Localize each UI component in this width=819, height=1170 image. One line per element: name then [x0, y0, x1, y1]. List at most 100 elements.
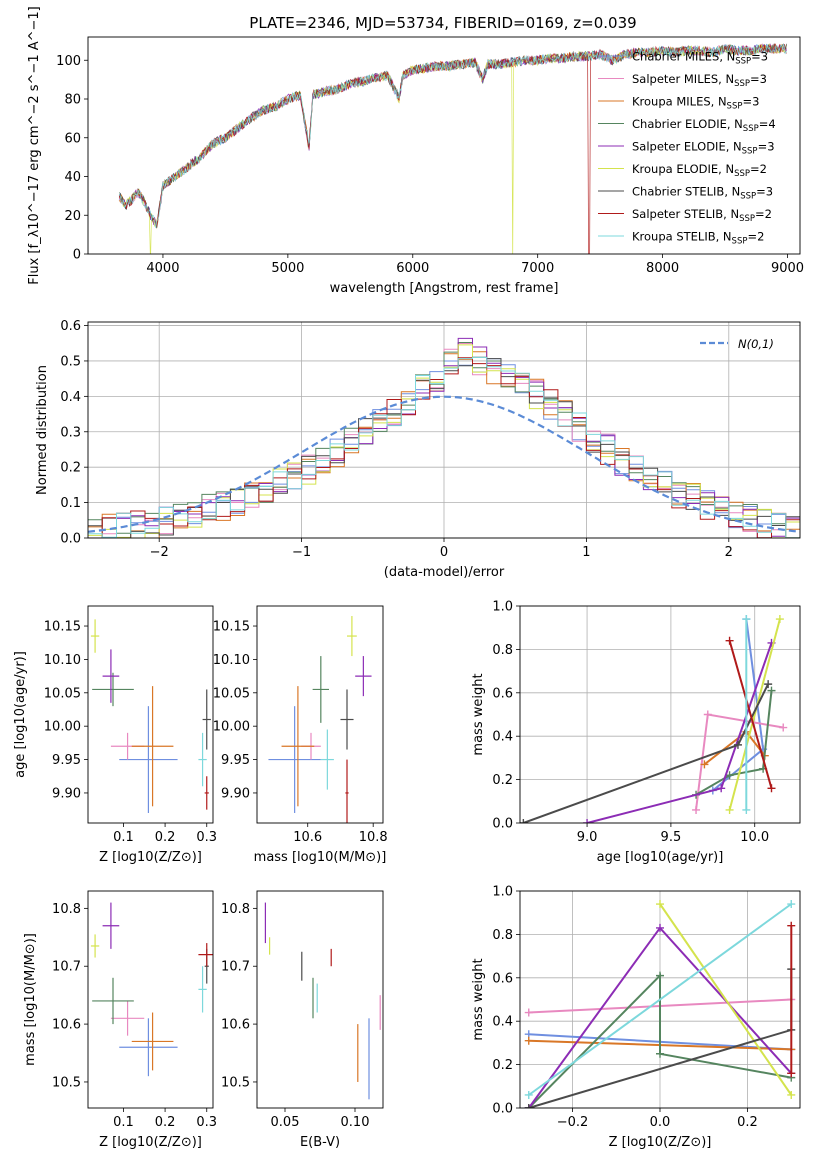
y-tick-label: 10.05	[44, 686, 81, 701]
x-tick-label: 0.3	[196, 1115, 217, 1130]
plot-area	[90, 619, 211, 813]
y-tick-label: 10.5	[52, 1075, 81, 1090]
y-axis-label: mass weight	[471, 958, 486, 1040]
weight-marker	[767, 784, 776, 793]
weight-marker	[733, 740, 742, 749]
normal-curve	[88, 395, 800, 533]
legend-entry: N(0,1)	[738, 337, 774, 351]
x-tick-label: 0.0	[650, 1115, 671, 1130]
weight-line	[659, 903, 793, 1096]
y-tick-label: 0.5	[60, 354, 81, 369]
legend-entry: Chabrier MILES, NSSP=3	[632, 50, 768, 67]
y-tick-label: 10.10	[213, 653, 250, 668]
weight-marker	[656, 1049, 664, 1058]
y-tick-label: 0.0	[492, 1102, 513, 1117]
y-tick-label: 1.0	[492, 600, 513, 615]
x-tick-label: 0.10	[341, 1115, 370, 1130]
legend-entry: Chabrier STELIB, NSSP=3	[632, 185, 773, 202]
weight-marker	[775, 615, 784, 624]
weight-marker	[764, 680, 773, 689]
weight-line	[728, 618, 781, 811]
y-tick-label: 10.15	[44, 620, 81, 635]
plot-area	[524, 900, 796, 1108]
x-tick-label: 0.05	[271, 1115, 300, 1130]
legend-entry: Salpeter MILES, NSSP=3	[632, 72, 767, 89]
x-tick-label: 8000	[646, 261, 679, 276]
x-tick-label: 9.0	[577, 830, 598, 845]
plot-area	[264, 902, 381, 1100]
y-tick-label: 0.0	[492, 817, 513, 832]
y-tick-label: 60	[64, 131, 81, 146]
panel: 4000 5000 6000 7000 8000 9000 0 20 40 60 80 100 wave…	[27, 6, 804, 296]
y-tick-label: 9.95	[52, 753, 81, 768]
x-tick-label: 10.6	[293, 830, 322, 845]
y-tick-label: 40	[64, 170, 81, 185]
x-tick-label: 0.2	[155, 830, 176, 845]
weight-marker	[725, 636, 734, 645]
weight-marker	[656, 971, 664, 980]
y-tick-label: 9.90	[52, 786, 81, 801]
axes-frame	[87, 36, 801, 255]
y-tick-label: 0.0	[60, 532, 81, 547]
legend-entry: Chabrier ELODIE, NSSP=4	[632, 117, 776, 134]
y-axis-label: Normed distribution	[35, 365, 50, 495]
y-tick-label: 0.4	[492, 1015, 513, 1030]
y-tick-label: 0.4	[492, 730, 513, 745]
panel: 0.05 0.10 10.5 10.6 10.7 10.8 E(B-V)	[221, 890, 384, 1150]
panel: 9.0 9.5 10.0 0.0 0.2 0.4 0.6 0.8 1.0 age [log10(a…	[471, 600, 801, 865]
weight-marker	[583, 819, 592, 823]
y-tick-label: 20	[64, 209, 81, 224]
weight-marker	[767, 686, 776, 695]
x-tick-label: 0.2	[737, 1115, 758, 1130]
spectrum-line	[118, 43, 787, 228]
plot-area	[118, 43, 787, 254]
weight-marker	[787, 921, 796, 930]
y-tick-label: 10.8	[221, 902, 250, 917]
y-tick-label: 10.15	[213, 620, 250, 635]
panels: 4000 5000 6000 7000 8000 9000020406080100wave…	[13, 6, 804, 1150]
x-tick-label: 1	[582, 545, 590, 560]
chart-title: PLATE=2346, MJD=53734, FIBERID=0169, z=0…	[249, 14, 636, 32]
legend-entry: Kroupa MILES, NSSP=3	[632, 95, 759, 112]
x-tick-label: 9.5	[661, 830, 682, 845]
y-tick-label: 9.90	[221, 786, 250, 801]
spectrum-line	[118, 43, 787, 254]
weight-marker	[787, 900, 796, 909]
x-tick-label: 9000	[771, 261, 804, 276]
x-tick-label: 0.1	[113, 830, 134, 845]
axes-frame	[87, 321, 801, 539]
x-tick-label: 2	[725, 545, 733, 560]
y-tick-label: 0	[73, 248, 81, 263]
axes-frame	[519, 890, 801, 1109]
x-axis-label: wavelength [Angstrom, rest frame]	[330, 281, 559, 296]
legend-entry: Kroupa ELODIE, NSSP=2	[632, 162, 767, 179]
weight-line	[695, 713, 784, 811]
weight-marker	[725, 771, 734, 780]
y-axis-label: mass weight	[471, 673, 486, 755]
weight-marker	[656, 900, 664, 909]
x-axis-label: Z [log10(Z/Z⊙)]	[99, 850, 202, 865]
y-tick-label: 9.95	[221, 753, 250, 768]
y-tick-label: 10.00	[44, 720, 81, 735]
weight-marker	[703, 710, 712, 719]
x-tick-label: 0.2	[155, 1115, 176, 1130]
weight-marker	[742, 805, 751, 814]
plot-area	[520, 615, 788, 823]
x-tick-label: 4000	[146, 261, 179, 276]
y-tick-label: 0.2	[492, 773, 513, 788]
plot-area	[90, 902, 213, 1077]
y-axis-label: Flux [f_λ10^−17 erg cm^−2 s^−1 A^−1]	[27, 6, 42, 284]
x-tick-label: 0.3	[196, 830, 217, 845]
y-tick-label: 1.0	[492, 885, 513, 900]
x-tick-label: −2	[150, 545, 169, 560]
x-tick-label: −0.2	[557, 1115, 589, 1130]
weight-marker	[524, 1090, 533, 1099]
axes-frame	[519, 605, 801, 824]
y-tick-label: 0.8	[492, 643, 513, 658]
panel: 0.1 0.2 0.3 10.5 10.6 10.7 10.8 Z [log10(Z/Z⊙)]…	[23, 890, 217, 1150]
x-axis-label: E(B-V)	[300, 1135, 340, 1150]
y-tick-label: 0.6	[492, 686, 513, 701]
panel: 10.6 10.8 9.90 9.95 10.00 10.05 10.10 10.15 mass…	[213, 605, 388, 865]
y-tick-label: 100	[56, 54, 81, 69]
